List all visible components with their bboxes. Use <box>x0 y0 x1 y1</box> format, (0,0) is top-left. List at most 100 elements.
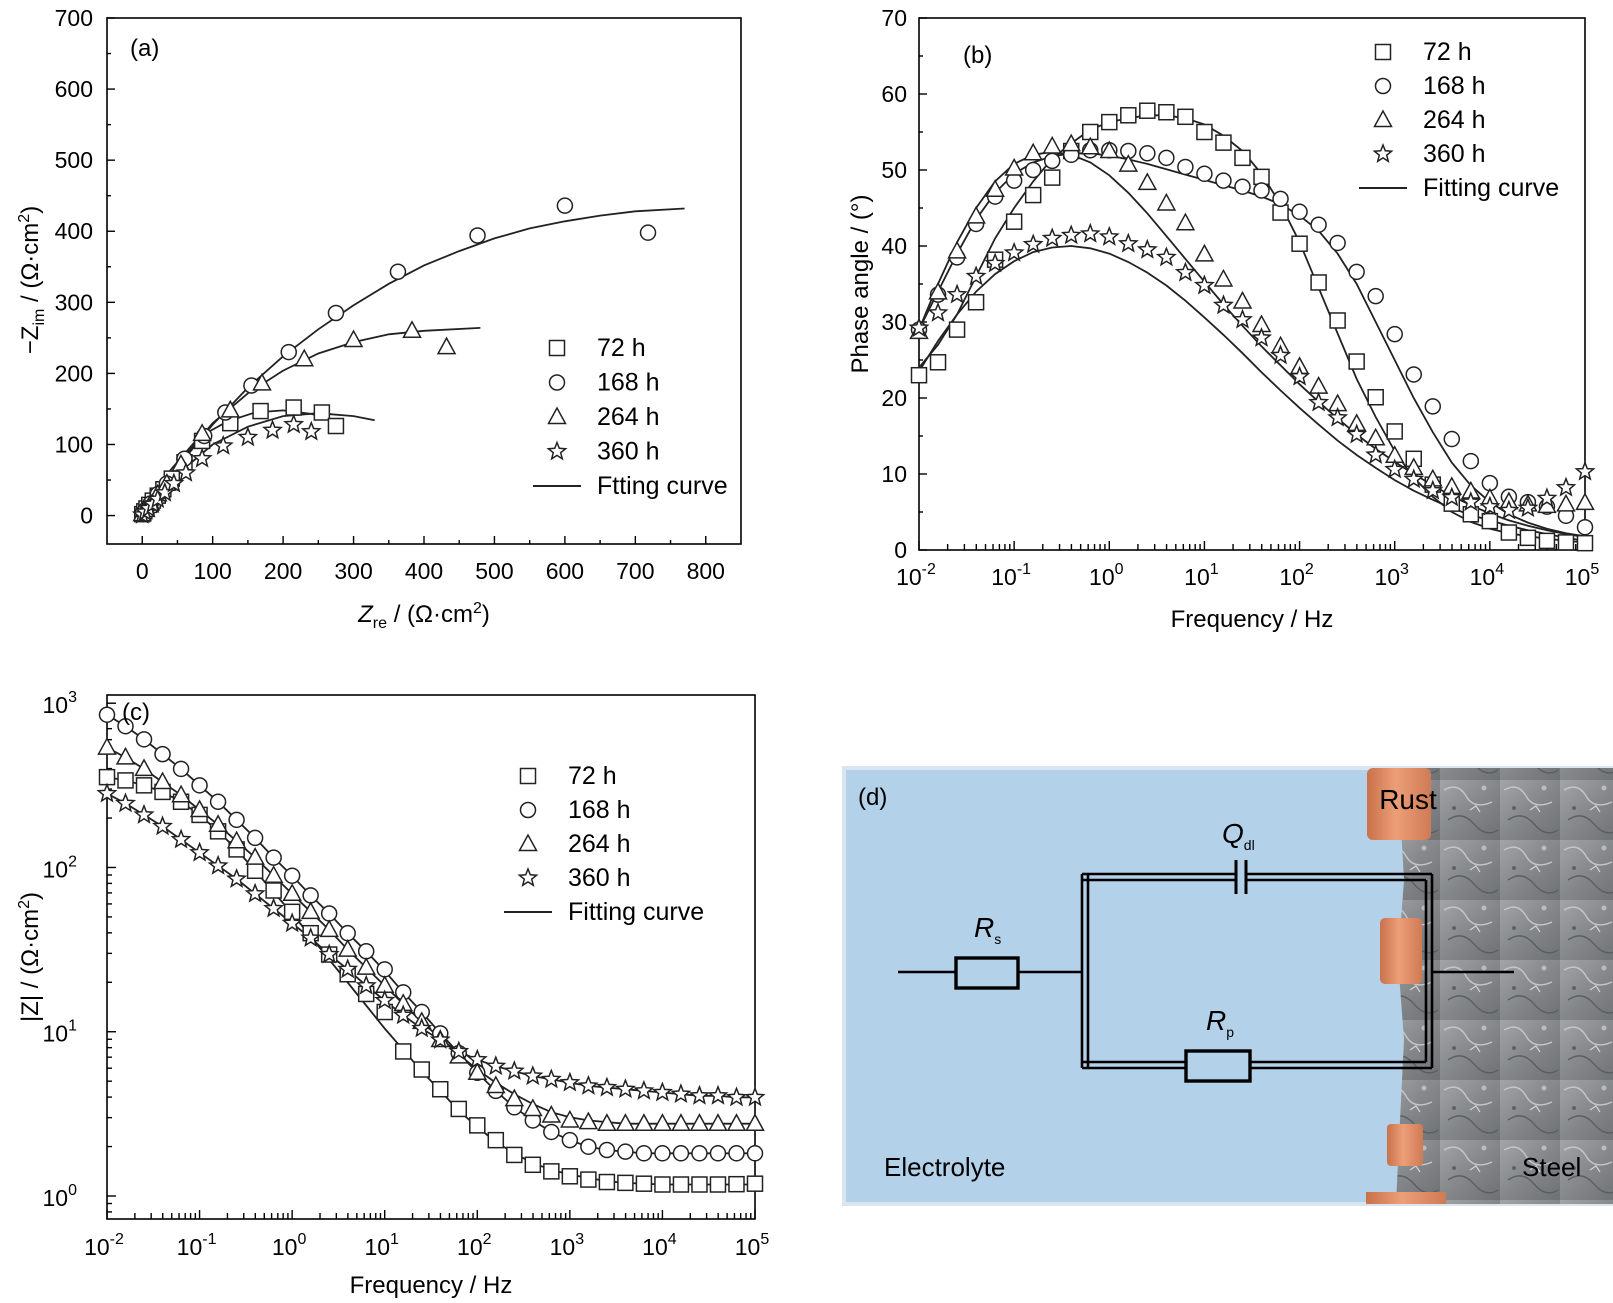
y-tick-label: 500 <box>55 147 93 173</box>
data-point-264h <box>356 957 376 975</box>
data-point-72h <box>524 1156 542 1174</box>
data-point-72h <box>313 404 331 421</box>
x-tick-label: 105 <box>1565 561 1600 590</box>
data-point-360h <box>263 897 285 918</box>
legend-label: Ftting curve <box>597 472 728 500</box>
data-point-264h <box>263 865 284 883</box>
data-point-360h <box>1231 308 1253 329</box>
legend-label: 72 h <box>568 762 617 790</box>
y-tick-label: 10 <box>881 461 907 487</box>
data-point-168h <box>327 304 345 322</box>
data-point-264h <box>192 423 212 442</box>
nyquist-y-axis-label: −Zim / (Ω·cm2) <box>16 206 48 354</box>
data-point-360h <box>212 434 234 455</box>
data-point-360h <box>175 461 197 482</box>
data-point-168h <box>639 224 657 241</box>
data-point-168h <box>172 760 190 778</box>
y-tick-label: 600 <box>55 76 93 102</box>
data-point-264h <box>282 883 302 902</box>
x-tick-label: 10-1 <box>991 561 1031 590</box>
data-point-72h <box>246 862 264 880</box>
legend-marker-square <box>1374 43 1392 61</box>
x-tick-label: 104 <box>1470 561 1505 590</box>
data-point-360h <box>115 792 137 813</box>
legend-label: 360 h <box>1423 140 1486 168</box>
data-point-264h <box>486 1075 506 1094</box>
data-point-264h <box>189 799 210 818</box>
data-point-360h <box>688 1084 710 1105</box>
data-point-72h <box>1329 312 1346 329</box>
data-point-72h <box>450 1100 468 1118</box>
data-point-360h <box>633 1079 655 1100</box>
rust-layer-top <box>1367 768 1431 840</box>
legend-label: 360 h <box>597 438 660 466</box>
data-point-360h <box>411 1017 433 1038</box>
data-point-360h <box>1117 232 1139 253</box>
data-point-168h <box>746 1145 764 1162</box>
data-point-264h <box>152 771 173 790</box>
data-point-360h <box>927 301 949 322</box>
data-point-360h <box>1212 294 1234 315</box>
data-point-72h <box>413 1061 430 1078</box>
data-point-360h <box>1155 246 1177 267</box>
y-tick-label: 60 <box>881 81 907 107</box>
data-point-72h <box>1139 102 1156 119</box>
legend-label: 264 h <box>1423 106 1486 134</box>
data-point-360h <box>1346 423 1368 444</box>
data-point-360h <box>908 317 930 338</box>
y-tick-label: 103 <box>43 689 78 718</box>
data-point-168h <box>1177 158 1194 176</box>
rp-label: Rp <box>1206 1005 1234 1040</box>
data-point-72h <box>1519 529 1537 547</box>
y-tick-label: 700 <box>55 5 93 31</box>
data-point-360h <box>614 1078 636 1099</box>
legend-label: 72 h <box>597 334 646 362</box>
data-point-264h <box>1308 376 1329 394</box>
phase-angle-chart: 10-2 10-1 100 101 102 103 104 105 0 10 20 30 40 50 60 7… <box>847 5 1599 633</box>
data-point-168h <box>1253 182 1270 199</box>
phase-x-axis-label: Frequency / Hz <box>1171 606 1334 633</box>
data-point-264h <box>523 1098 543 1117</box>
y-tick-label: 200 <box>55 360 93 386</box>
data-point-72h <box>1500 524 1518 541</box>
panel-label-d: (d) <box>858 784 887 811</box>
data-point-360h <box>152 815 174 836</box>
data-point-168h <box>1310 216 1327 233</box>
circuit-wires <box>898 872 1514 1070</box>
x-tick-label: 104 <box>642 1231 677 1260</box>
data-point-264h <box>634 1113 654 1131</box>
data-point-360h <box>540 1068 562 1089</box>
data-point-360h <box>503 1060 525 1081</box>
data-point-264h <box>541 1104 562 1123</box>
data-point-360h <box>300 420 322 441</box>
fit-curve-264h <box>106 746 755 1125</box>
fit-curve-168h <box>141 207 685 517</box>
data-point-264h <box>1080 136 1101 155</box>
data-point-72h <box>1310 274 1327 291</box>
data-point-72h <box>1158 103 1175 121</box>
data-point-264h <box>745 1113 765 1131</box>
data-point-360h <box>1022 233 1044 254</box>
legend-marker-circle <box>519 801 537 819</box>
rs-resistor <box>954 956 1020 990</box>
data-point-72h <box>1024 186 1042 204</box>
bode-x-axis-label: Frequency / Hz <box>350 1272 513 1299</box>
legend-label: Fitting curve <box>1423 174 1559 202</box>
data-point-264h <box>1175 212 1196 231</box>
data-point-72h <box>672 1176 690 1193</box>
data-point-360h <box>984 252 1006 273</box>
data-point-168h <box>135 731 153 748</box>
x-tick-label: 102 <box>1279 561 1314 590</box>
data-point-264h <box>319 919 339 938</box>
data-point-360h <box>744 1086 766 1107</box>
data-point-168h <box>246 829 264 847</box>
data-point-264h <box>615 1113 636 1131</box>
data-point-360h <box>96 782 118 803</box>
legend-label: Fitting curve <box>568 898 704 926</box>
data-point-264h <box>97 737 117 755</box>
data-point-72h <box>580 1171 597 1188</box>
data-point-360h <box>1517 497 1539 518</box>
x-tick-label: 10-2 <box>896 561 936 590</box>
data-point-72h <box>1215 134 1232 151</box>
data-point-360h <box>1136 238 1158 259</box>
